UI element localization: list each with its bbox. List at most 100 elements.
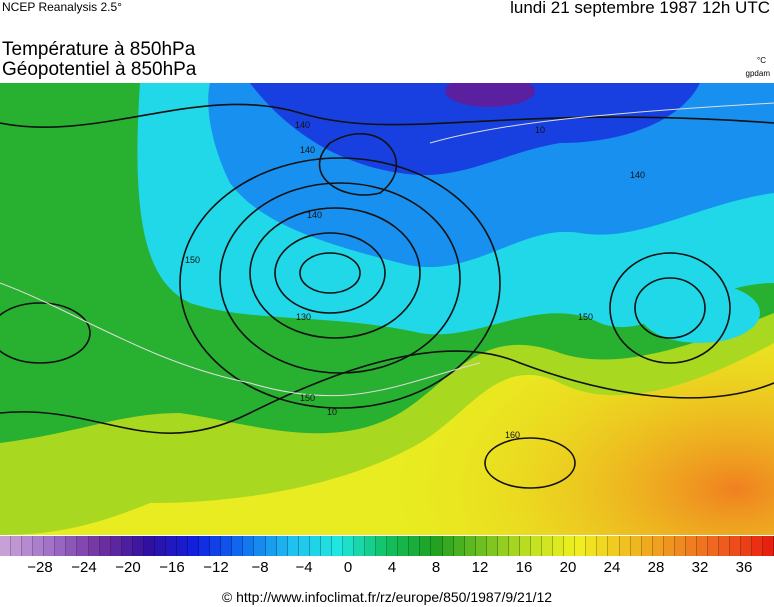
colorbar-swatch	[641, 536, 653, 556]
colorbar-swatch	[354, 536, 366, 556]
contour-label: 150	[185, 255, 200, 265]
colorbar-swatch	[519, 536, 531, 556]
colorbar-swatch	[110, 536, 122, 556]
colorbar-swatch	[553, 536, 565, 556]
contour-label: 140	[300, 145, 315, 155]
contour-label: 160	[505, 430, 520, 440]
colorbar	[0, 536, 774, 556]
contour-label: 10	[327, 407, 337, 417]
contour-label: 130	[296, 312, 311, 322]
colorbar-label: 24	[603, 559, 621, 576]
colorbar-swatch	[420, 536, 432, 556]
colorbar-swatch	[298, 536, 310, 556]
colorbar-swatch	[652, 536, 664, 556]
colorbar-label: 12	[471, 559, 489, 576]
colorbar-swatch	[33, 536, 45, 556]
colorbar-swatch	[210, 536, 222, 556]
colorbar-swatch	[77, 536, 89, 556]
colorbar-label: 32	[691, 559, 709, 576]
colorbar-swatch	[453, 536, 465, 556]
contour-label: 140	[630, 170, 645, 180]
colorbar-swatch	[663, 536, 675, 556]
colorbar-swatch	[597, 536, 609, 556]
colorbar-swatch	[342, 536, 354, 556]
colorbar-swatch	[0, 536, 12, 556]
colorbar-swatch	[497, 536, 509, 556]
colorbar-swatch	[66, 536, 78, 556]
colorbar-swatch	[44, 536, 56, 556]
colorbar-swatch	[177, 536, 189, 556]
contour-label: 150	[578, 312, 593, 322]
date: lundi 21 septembre 1987 12h UTC	[510, 0, 770, 17]
source: NCEP Reanalysis 2.5°	[2, 0, 122, 14]
colorbar-label: −4	[295, 559, 313, 576]
colorbar-swatch	[708, 536, 720, 556]
colorbar-swatch	[11, 536, 23, 556]
colorbar-swatch	[331, 536, 343, 556]
colorbar-label: 16	[515, 559, 533, 576]
colorbar-swatch	[320, 536, 332, 556]
colorbar-swatch	[376, 536, 388, 556]
colorbar-swatch	[475, 536, 487, 556]
colorbar-swatch	[763, 536, 774, 556]
colorbar-swatch	[276, 536, 288, 556]
contour-label: 140	[295, 120, 310, 130]
colorbar-label: −12	[203, 559, 229, 576]
colorbar-swatch	[154, 536, 166, 556]
colorbar-label: −8	[251, 559, 269, 576]
title: Géopotentiel à 850hPa	[2, 59, 197, 80]
contour-label: 150	[300, 393, 315, 403]
colorbar-swatch	[486, 536, 498, 556]
colorbar-swatch	[188, 536, 200, 556]
colorbar-swatch	[719, 536, 731, 556]
colorbar-swatch	[464, 536, 476, 556]
map: 140 140 140 130 150 150 150 160 10 10 140	[0, 83, 774, 535]
colorbar-label: 28	[647, 559, 665, 576]
colorbar-swatch	[143, 536, 155, 556]
colorbar-swatch	[674, 536, 686, 556]
colorbar-swatch	[564, 536, 576, 556]
colorbar-swatch	[132, 536, 144, 556]
contour-label: 140	[307, 210, 322, 220]
colorbar-swatch	[309, 536, 321, 556]
colorbar-swatch	[586, 536, 598, 556]
colorbar-swatch	[575, 536, 587, 556]
footer: © http://www.infoclimat.fr/rz/europe/850…	[221, 589, 553, 605]
colorbar-swatch	[243, 536, 255, 556]
colorbar-labels: −28 −24 −20 −16 −12 −8 −4 0 4 8 12 16 20 24 28 32 36	[0, 559, 774, 577]
colorbar-label: 4	[387, 559, 397, 576]
colorbar-label: 8	[431, 559, 441, 576]
colorbar-label: 20	[559, 559, 577, 576]
colorbar-swatch	[365, 536, 377, 556]
colorbar-swatch	[752, 536, 764, 556]
colorbar-label: 0	[343, 559, 353, 576]
colorbar-swatch	[542, 536, 554, 556]
colorbar-swatch	[431, 536, 443, 556]
contour-label: 10	[535, 125, 545, 135]
colorbar-swatch	[387, 536, 399, 556]
colorbar-swatch	[685, 536, 697, 556]
colorbar-swatch	[265, 536, 277, 556]
colorbar-label: −24	[71, 559, 97, 576]
colorbar-swatch	[741, 536, 753, 556]
colorbar-swatch	[508, 536, 520, 556]
colorbar-swatch	[630, 536, 642, 556]
colorbar-swatch	[121, 536, 133, 556]
colorbar-swatch	[409, 536, 421, 556]
colorbar-swatch	[221, 536, 233, 556]
colorbar-swatch	[99, 536, 111, 556]
unit: °C	[757, 56, 766, 65]
colorbar-swatch	[199, 536, 211, 556]
colorbar-swatch	[608, 536, 620, 556]
colorbar-swatch	[398, 536, 410, 556]
colorbar-swatch	[619, 536, 631, 556]
colorbar-label: −16	[159, 559, 185, 576]
colorbar-swatch	[287, 536, 299, 556]
colorbar-swatch	[254, 536, 266, 556]
unit: gpdam	[745, 69, 770, 78]
colorbar-label: −28	[27, 559, 53, 576]
colorbar-swatch	[696, 536, 708, 556]
colorbar-label: −20	[115, 559, 141, 576]
colorbar-swatch	[165, 536, 177, 556]
